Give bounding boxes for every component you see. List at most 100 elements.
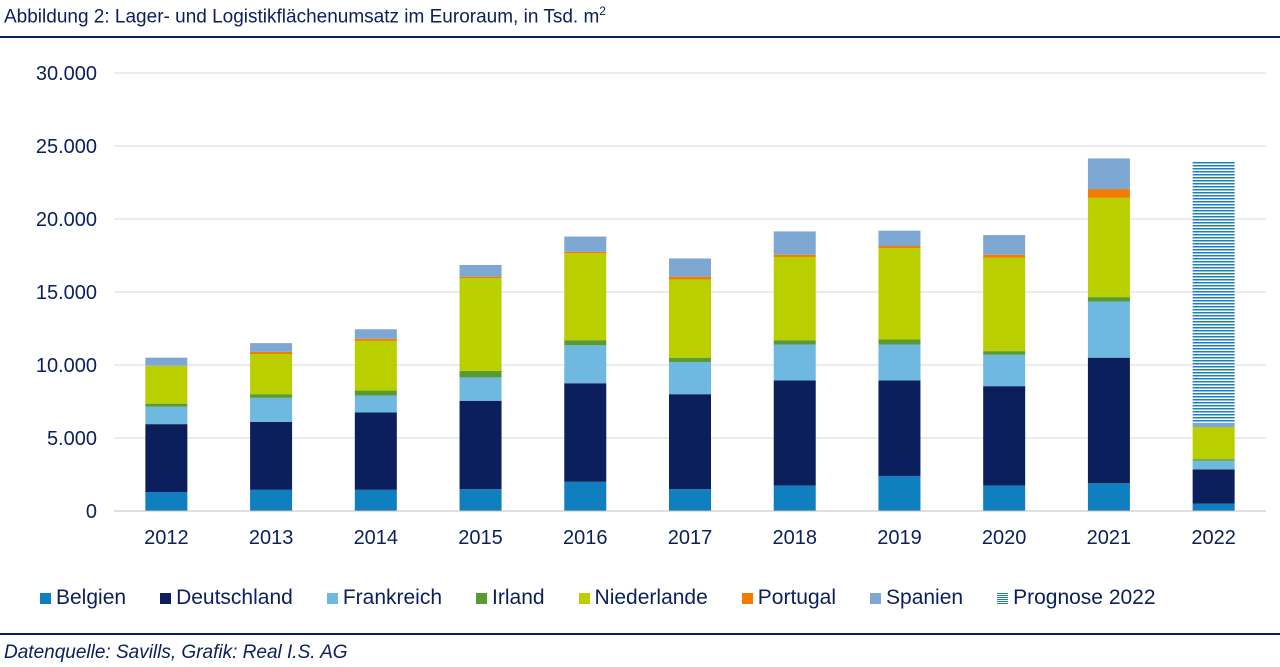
bar-segment-spanien: [1192, 422, 1235, 428]
bar-segment-belgien: [250, 489, 293, 511]
legend-item: Deutschland: [160, 586, 293, 610]
bar-segment-niederlande: [354, 340, 397, 391]
legend-swatch: [476, 592, 488, 604]
y-tick-label: 5.000: [47, 428, 97, 450]
bar-segment-spanien: [564, 236, 607, 252]
bar-segment-belgien: [878, 475, 921, 511]
bar-segment-irland: [878, 339, 921, 345]
x-tick-label: 2021: [1087, 527, 1132, 549]
bar-segment-deutschland: [669, 394, 711, 490]
bar-segment-niederlande: [773, 256, 816, 341]
bar-segment-portugal: [459, 276, 502, 279]
bottom-divider: [0, 633, 1280, 635]
source-note: Datenquelle: Savills, Grafik: Real I.S. …: [4, 642, 348, 663]
bar-segment-deutschland: [1087, 357, 1130, 484]
bar-segment-deutschland: [1192, 469, 1235, 504]
y-tick-label: 15.000: [36, 282, 97, 304]
bar-segment-portugal: [669, 276, 711, 280]
bar-segment-deutschland: [983, 386, 1026, 486]
bar-segment-spanien: [878, 230, 921, 247]
bar-segment-niederlande: [250, 354, 293, 395]
bar-segment-spanien: [459, 264, 502, 277]
bar-segment-frankreich: [983, 354, 1026, 387]
bar-segment-spanien: [773, 231, 816, 255]
bar-segment-belgien: [983, 485, 1026, 511]
bar-segment-portugal: [564, 251, 607, 254]
x-tick-label: 2013: [249, 527, 294, 549]
legend-label: Irland: [492, 586, 545, 609]
bar-segment-irland: [1192, 459, 1235, 461]
legend-item: Belgien: [40, 586, 126, 610]
legend-label: Deutschland: [176, 586, 293, 609]
legend-label: Portugal: [757, 586, 837, 609]
legend-item: Prognose 2022: [997, 586, 1156, 610]
legend-label: Belgien: [56, 586, 127, 609]
bar-segment-irland: [145, 403, 188, 407]
bar-segment-irland: [564, 340, 607, 346]
bar-segment-belgien: [1087, 483, 1130, 511]
bar-segment-niederlande: [983, 257, 1026, 352]
bar-segment-niederlande: [459, 278, 502, 371]
x-tick-label: 2018: [772, 527, 817, 549]
bar-segment-deutschland: [145, 424, 188, 493]
bar-segment-belgien: [145, 492, 188, 511]
bar-segment-frankreich: [1192, 460, 1235, 470]
bar-segment-frankreich: [564, 345, 607, 384]
legend-label: Prognose 2022: [1013, 586, 1156, 609]
bar-segment-deutschland: [878, 380, 921, 476]
bar-segment-irland: [773, 340, 816, 345]
bar-segment-portugal: [1087, 189, 1130, 198]
bar-segment-belgien: [773, 485, 816, 511]
legend-swatch: [160, 592, 172, 604]
bar-segment-deutschland: [354, 412, 397, 490]
legend-item: Spanien: [870, 586, 963, 610]
bar-segment-niederlande: [1087, 197, 1130, 298]
bar-segment-irland: [1087, 297, 1130, 302]
top-divider: [0, 36, 1280, 38]
bar-segment-belgien: [354, 489, 397, 511]
x-tick-label: 2017: [668, 527, 713, 549]
bar-segment-niederlande: [564, 253, 607, 341]
legend-item: Frankreich: [326, 586, 443, 610]
bar-segment-spanien: [983, 235, 1026, 255]
legend-item: Niederlande: [578, 586, 708, 610]
y-tick-label: 25.000: [36, 136, 97, 158]
bar-segment-deutschland: [459, 400, 502, 490]
bar-segment-spanien: [669, 258, 711, 277]
bar-segment-deutschland: [773, 380, 816, 486]
y-tick-label: 20.000: [36, 209, 97, 231]
legend-swatch: [578, 592, 590, 604]
bar-segment-spanien: [145, 357, 188, 366]
bar-segment-portugal: [250, 351, 293, 355]
bar-segment-portugal: [983, 254, 1026, 258]
legend-swatch: [741, 592, 753, 604]
bar-segment-frankreich: [1087, 301, 1130, 358]
bar-segment-belgien: [459, 489, 502, 511]
legend-item: Portugal: [741, 586, 837, 610]
x-tick-label: 2019: [877, 527, 922, 549]
bar-segment-niederlande: [145, 365, 188, 404]
bar-segment-frankreich: [669, 362, 711, 395]
legend-label: Niederlande: [594, 586, 708, 609]
legend-swatch: [40, 592, 51, 604]
bar-segment-irland: [354, 390, 397, 396]
bar-segment-belgien: [564, 481, 607, 511]
legend-swatch: [870, 592, 882, 604]
bar-segment-irland: [669, 357, 711, 363]
x-tick-label: 2016: [563, 527, 608, 549]
legend-label: Frankreich: [342, 586, 443, 609]
bar-segment-frankreich: [354, 395, 397, 413]
bar-segment-frankreich: [145, 406, 188, 425]
x-tick-label: 2015: [458, 527, 503, 549]
bar-segment-niederlande: [878, 248, 921, 340]
bar-segment-irland: [983, 351, 1026, 355]
bar-segment-niederlande: [669, 279, 711, 358]
bar-segment-deutschland: [250, 421, 293, 490]
y-tick-label: 0: [86, 501, 97, 523]
y-tick-label: 30.000: [36, 63, 97, 85]
bar-segment-belgien: [669, 489, 711, 511]
y-tick-label: 10.000: [36, 355, 97, 377]
bar-segment-portugal: [878, 246, 921, 249]
x-tick-label: 2014: [354, 527, 399, 549]
x-tick-label: 2020: [982, 527, 1027, 549]
